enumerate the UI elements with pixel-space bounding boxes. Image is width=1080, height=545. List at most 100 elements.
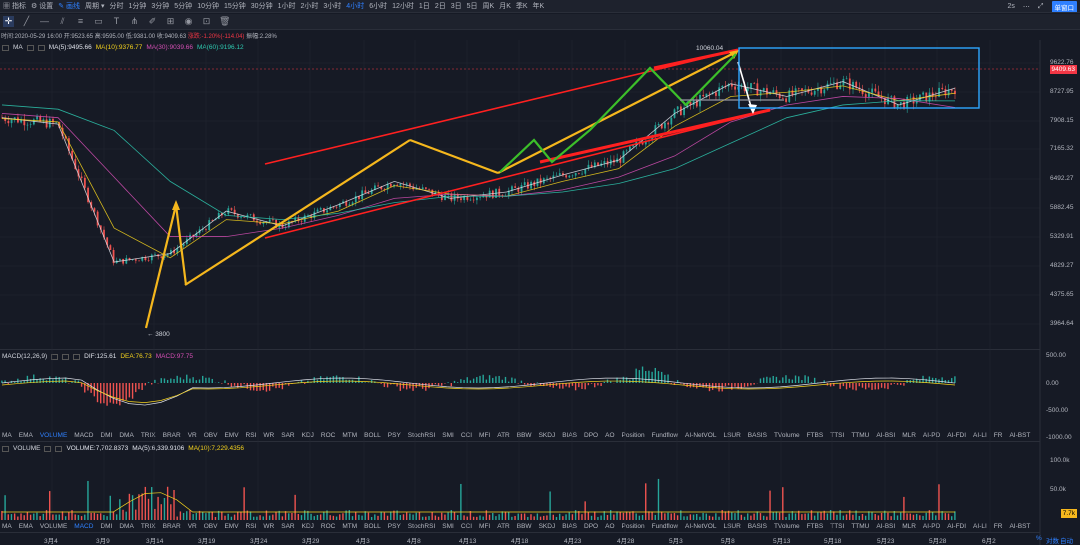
tab-dmi[interactable]: DMI (100, 523, 113, 530)
interval-10[interactable]: 4小时 (346, 3, 365, 10)
tab-ai-fdi[interactable]: AI-FDI (947, 432, 967, 439)
macd-close-box[interactable] (73, 353, 81, 360)
tab-lsur[interactable]: LSUR (723, 432, 741, 439)
interval-0[interactable]: 分时 (109, 3, 124, 10)
macd-toggle-box[interactable] (51, 353, 59, 360)
tab-tvolume[interactable]: TVolume (773, 523, 800, 530)
tab-sar[interactable]: SAR (281, 523, 295, 530)
tab-psy[interactable]: PSY (387, 432, 401, 439)
tab-mtm[interactable]: MTM (342, 432, 358, 439)
tab-emv[interactable]: EMV (224, 523, 239, 530)
interval-5[interactable]: 15分钟 (223, 3, 246, 10)
interval-17[interactable]: 周K (482, 3, 495, 10)
tab-brar[interactable]: BRAR (162, 523, 181, 530)
tab-kdj[interactable]: KDJ (301, 432, 314, 439)
tab-tvolume[interactable]: TVolume (773, 432, 800, 439)
tab-mfi[interactable]: MFI (479, 523, 491, 530)
legend-settings-box[interactable] (26, 44, 34, 51)
tab-macd[interactable]: MACD (74, 523, 94, 530)
tab-ma[interactable]: MA (2, 432, 12, 439)
tab-volume[interactable]: VOLUME (39, 432, 68, 439)
tab-ai-li[interactable]: AI-LI (973, 523, 987, 530)
interval-2[interactable]: 3分钟 (151, 3, 170, 10)
tab-dpo[interactable]: DPO (584, 523, 599, 530)
interval-19[interactable]: 季K (515, 3, 528, 10)
trash-icon[interactable]: 🗑 (219, 16, 231, 26)
interval-7[interactable]: 1小时 (277, 3, 296, 10)
legend-close-box[interactable] (37, 44, 45, 51)
tab-volume[interactable]: VOLUME (39, 523, 68, 530)
tab-roc[interactable]: ROC (320, 432, 336, 439)
interval-4[interactable]: 10分钟 (197, 3, 219, 10)
tab-sar[interactable]: SAR (281, 432, 295, 439)
interval-14[interactable]: 2日 (434, 3, 446, 10)
tab-mfi[interactable]: MFI (479, 432, 491, 439)
tab-fr[interactable]: FR (993, 523, 1003, 530)
tab-rsi[interactable]: RSI (245, 523, 257, 530)
volume-settings-box[interactable] (44, 445, 52, 452)
legend-toggle-box[interactable] (2, 44, 9, 51)
tab-emv[interactable]: EMV (224, 432, 239, 439)
measure-icon[interactable]: ⊞ (166, 16, 175, 26)
tab-boll[interactable]: BOLL (364, 523, 381, 530)
log-toggle[interactable]: 对数 (1046, 538, 1059, 545)
tab-ema[interactable]: EMA (18, 523, 33, 530)
period-dropdown[interactable]: 周期 ▾ (85, 3, 105, 10)
tab-ttsi[interactable]: TTSI (830, 432, 845, 439)
tab-rsi[interactable]: RSI (245, 432, 257, 439)
tab-ai-pd[interactable]: AI-PD (922, 523, 941, 530)
single-window-button[interactable]: 单窗口 (1051, 0, 1077, 12)
tab-bbw[interactable]: BBW (516, 432, 532, 439)
tab-bbw[interactable]: BBW (516, 523, 532, 530)
tab-brar[interactable]: BRAR (162, 432, 181, 439)
auto-toggle[interactable]: 自动 (1060, 538, 1073, 545)
tab-ftbs[interactable]: FTBS (806, 523, 824, 530)
interval-9[interactable]: 3小时 (323, 3, 342, 10)
interval-8[interactable]: 2小时 (300, 3, 319, 10)
tab-obv[interactable]: OBV (203, 432, 218, 439)
tab-ao[interactable]: AO (605, 432, 615, 439)
tab-fr[interactable]: FR (993, 432, 1003, 439)
tab-mlr[interactable]: MLR (902, 432, 916, 439)
settings-button[interactable]: ⚙ 设置 (30, 3, 54, 10)
tab-macd[interactable]: MACD (74, 432, 94, 439)
interval-16[interactable]: 5日 (466, 3, 478, 10)
lock-icon[interactable]: ⊡ (202, 16, 211, 26)
interval-18[interactable]: 月K (499, 3, 511, 10)
tab-ftbs[interactable]: FTBS (806, 432, 824, 439)
tab-smi[interactable]: SMI (442, 523, 454, 530)
interval-6[interactable]: 30分钟 (250, 3, 273, 10)
tab-dmi[interactable]: DMI (100, 432, 113, 439)
tab-vr[interactable]: VR (187, 523, 197, 530)
crosshair-icon[interactable]: ✛ (3, 16, 14, 27)
tab-mtm[interactable]: MTM (342, 523, 358, 530)
tab-boll[interactable]: BOLL (364, 432, 381, 439)
draw-button[interactable]: ✎ 画线 (58, 3, 80, 10)
tab-bias[interactable]: BIAS (562, 432, 578, 439)
tab-roc[interactable]: ROC (320, 523, 336, 530)
tab-ai-bsi[interactable]: AI-BSI (876, 523, 896, 530)
indicators-button[interactable]: ▦ 指标 (3, 3, 26, 10)
tab-ao[interactable]: AO (605, 523, 615, 530)
text-icon[interactable]: T (113, 16, 120, 26)
tab-psy[interactable]: PSY (387, 523, 401, 530)
percent-toggle[interactable]: % (1036, 535, 1042, 542)
tab-ai-bst[interactable]: AI-BST (1009, 523, 1031, 530)
tab-dma[interactable]: DMA (119, 523, 134, 530)
tab-smi[interactable]: SMI (442, 432, 454, 439)
tab-vr[interactable]: VR (187, 432, 197, 439)
tab-position[interactable]: Position (621, 523, 645, 530)
tab-obv[interactable]: OBV (203, 523, 218, 530)
tab-stochrsi[interactable]: StochRSI (407, 432, 436, 439)
tab-cci[interactable]: CCI (460, 523, 473, 530)
interval-15[interactable]: 3日 (450, 3, 462, 10)
tab-skdj[interactable]: SKDJ (538, 432, 556, 439)
horizontal-line-icon[interactable]: — (40, 16, 49, 26)
tab-basis[interactable]: BASIS (747, 432, 767, 439)
tab-mlr[interactable]: MLR (902, 523, 916, 530)
tab-trix[interactable]: TRIX (140, 432, 156, 439)
interval-3[interactable]: 5分钟 (174, 3, 193, 10)
brush-icon[interactable]: ✐ (148, 16, 157, 26)
fib-icon[interactable]: ≡ (77, 16, 84, 26)
